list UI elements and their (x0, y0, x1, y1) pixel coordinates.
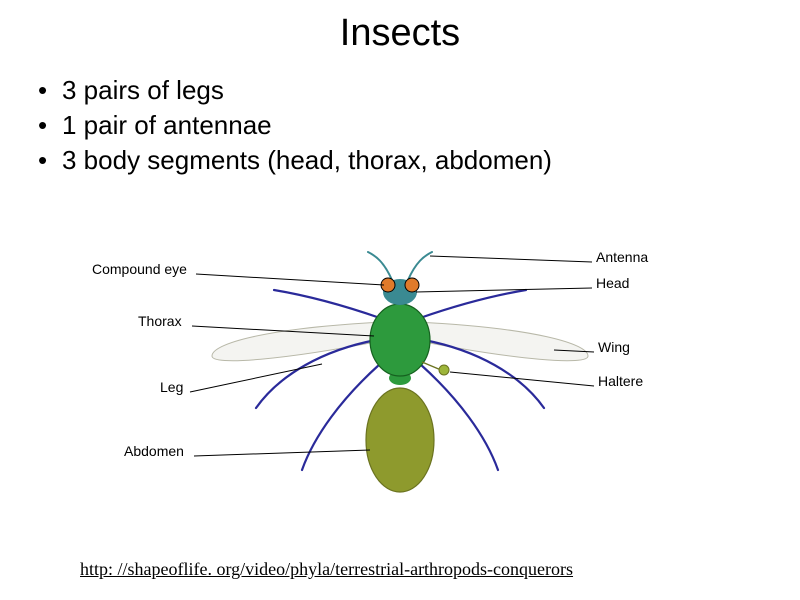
diagram-label: Head (596, 275, 629, 291)
diagram-label: Thorax (138, 313, 182, 329)
label-leader (190, 364, 322, 392)
compound-eye (405, 278, 419, 292)
thorax (370, 304, 430, 376)
diagram-label: Leg (160, 379, 183, 395)
wing (414, 322, 588, 361)
leg (420, 290, 526, 318)
diagram-label: Wing (598, 339, 630, 355)
source-url-link[interactable]: http: //shapeoflife. org/video/phyla/ter… (80, 559, 573, 580)
label-leader (196, 274, 384, 285)
leg (274, 290, 380, 318)
diagram-label: Haltere (598, 373, 643, 389)
diagram-label: Antenna (596, 249, 648, 265)
antenna (368, 252, 392, 280)
haltere (439, 365, 449, 375)
label-leader (194, 450, 370, 456)
label-leader (416, 288, 592, 292)
diagram-label: Compound eye (92, 261, 187, 277)
bullet-item: 3 body segments (head, thorax, abdomen) (38, 143, 800, 178)
bullet-item: 1 pair of antennae (38, 108, 800, 143)
wing (212, 322, 386, 361)
diagram-label: Abdomen (124, 443, 184, 459)
bullet-list: 3 pairs of legs 1 pair of antennae 3 bod… (0, 55, 800, 178)
page-title: Insects (0, 0, 800, 55)
bullet-item: 3 pairs of legs (38, 73, 800, 108)
insect-diagram: Compound eye Thorax Leg Abdomen Antenna Head W… (84, 240, 716, 526)
antenna (408, 252, 432, 280)
abdomen (366, 388, 434, 492)
label-leader (430, 256, 592, 262)
